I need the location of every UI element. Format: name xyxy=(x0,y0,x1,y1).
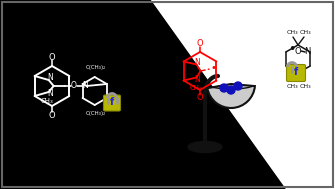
Text: N: N xyxy=(47,74,53,83)
Text: CH₃: CH₃ xyxy=(299,29,311,35)
Text: CH₃: CH₃ xyxy=(286,84,298,88)
Circle shape xyxy=(227,86,235,94)
Text: C(CH₃)₂: C(CH₃)₂ xyxy=(85,66,106,70)
FancyBboxPatch shape xyxy=(104,95,121,111)
Text: N: N xyxy=(195,58,200,67)
Text: C(CH₃)₂: C(CH₃)₂ xyxy=(85,112,106,116)
Text: N: N xyxy=(82,81,87,91)
FancyBboxPatch shape xyxy=(286,64,306,81)
Text: O: O xyxy=(197,40,203,49)
Text: N: N xyxy=(195,75,200,84)
Text: O: O xyxy=(197,94,203,102)
Text: O: O xyxy=(295,46,302,56)
Text: CH₃: CH₃ xyxy=(286,29,298,35)
Text: CH₃: CH₃ xyxy=(40,98,53,104)
Text: O: O xyxy=(71,81,77,91)
Text: CH₃: CH₃ xyxy=(189,84,202,91)
Ellipse shape xyxy=(188,142,222,153)
Text: f: f xyxy=(110,97,114,107)
Wedge shape xyxy=(207,84,255,108)
Text: •: • xyxy=(211,63,216,73)
Text: O: O xyxy=(49,53,55,61)
Circle shape xyxy=(234,82,242,90)
Text: f: f xyxy=(294,67,298,77)
Circle shape xyxy=(220,84,228,92)
Text: CH₃: CH₃ xyxy=(299,84,311,88)
Text: N: N xyxy=(304,46,310,56)
Text: N: N xyxy=(47,90,53,98)
Polygon shape xyxy=(0,0,285,189)
Text: O: O xyxy=(49,111,55,119)
Text: •: • xyxy=(288,43,296,57)
